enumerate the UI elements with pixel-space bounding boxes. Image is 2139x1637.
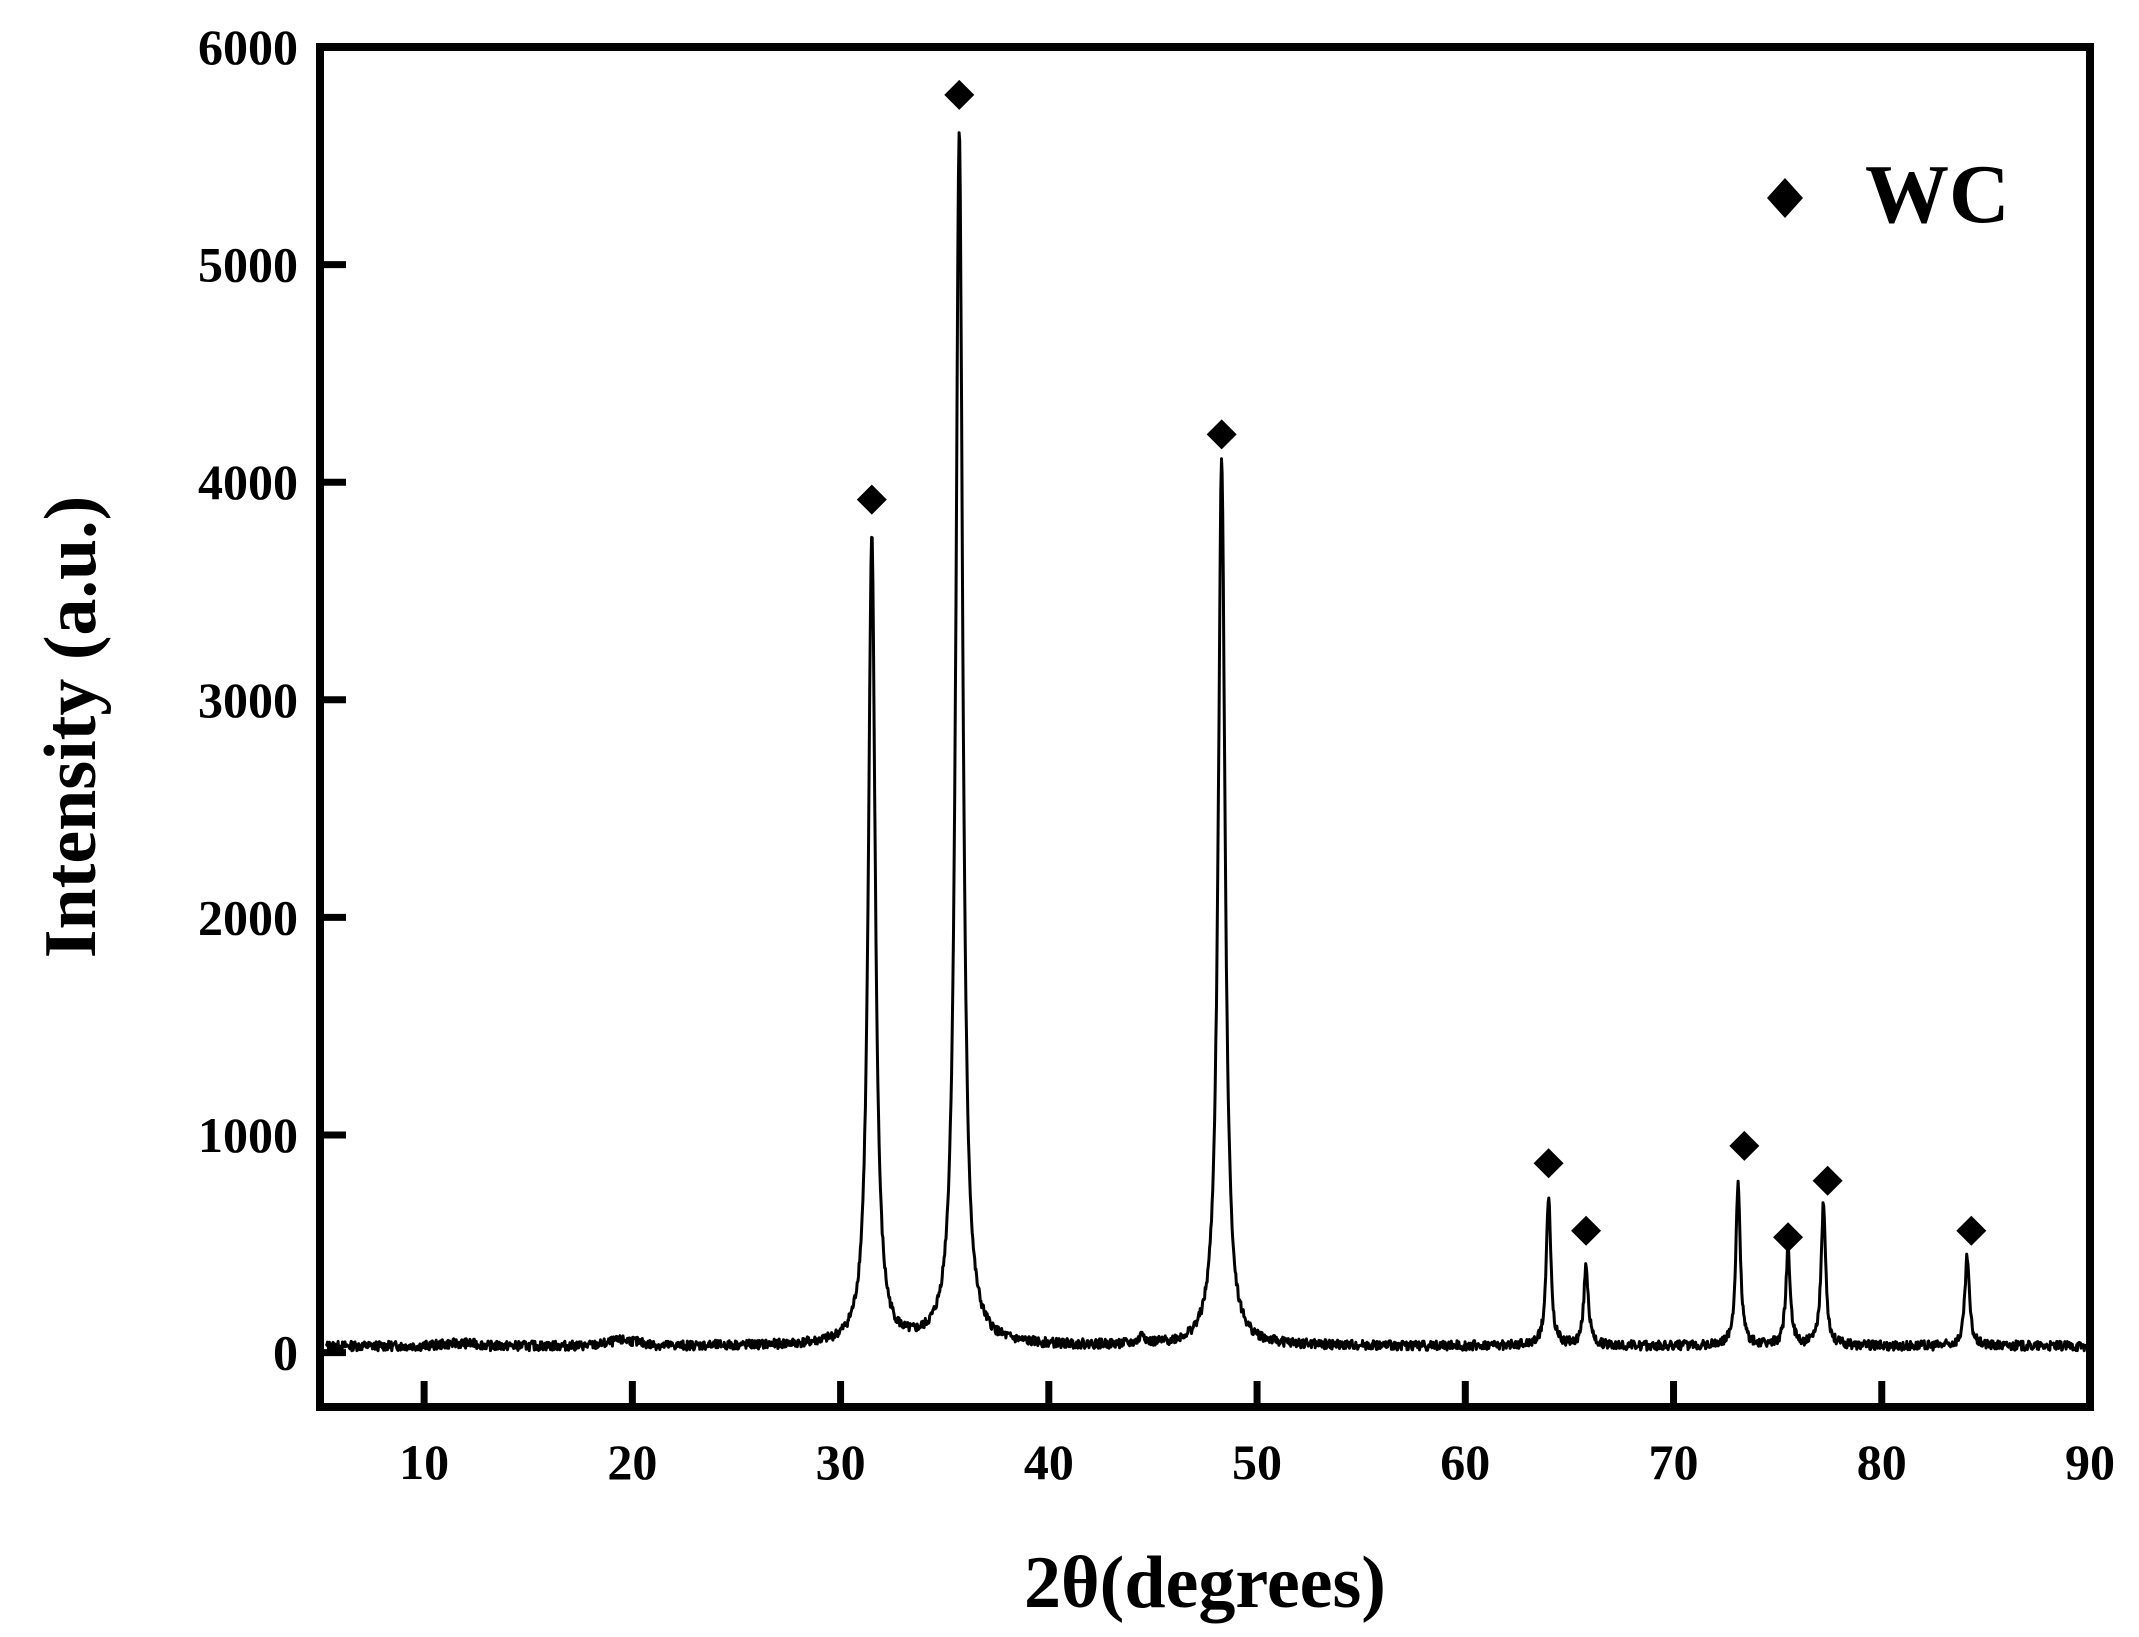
wc-peak-marker xyxy=(1533,1148,1564,1179)
legend-diamond-marker xyxy=(1767,178,1803,218)
xrd-line-series xyxy=(324,131,2087,1353)
wc-peak-marker xyxy=(1206,419,1237,450)
plot-frame xyxy=(316,43,2094,1411)
wc-peak-marker xyxy=(856,484,887,515)
y-tick-label: 2000 xyxy=(198,889,298,945)
y-tick-label: 5000 xyxy=(198,237,298,293)
y-tick-label: 6000 xyxy=(198,19,298,75)
x-tick-label: 80 xyxy=(1857,1434,1907,1490)
y-axis-ticks: 0 1000 2000 3000 4000 5000 6000 xyxy=(198,19,346,1381)
y-tick-label: 0 xyxy=(273,1325,298,1381)
y-tick-label: 1000 xyxy=(198,1107,298,1163)
wc-peak-marker xyxy=(944,79,975,110)
y-tick-label: 3000 xyxy=(198,672,298,728)
x-tick-label: 30 xyxy=(816,1434,866,1490)
legend-label: WC xyxy=(1865,148,2010,241)
x-tick-label: 70 xyxy=(1649,1434,1699,1490)
y-axis-title: Intensity (a.u.) xyxy=(30,496,112,959)
x-axis-ticks: 10 20 30 40 50 60 70 80 90 xyxy=(399,1381,2115,1490)
x-tick-label: 60 xyxy=(1440,1434,1490,1490)
plot-area xyxy=(324,79,2087,1353)
legend: WC xyxy=(1767,148,2010,241)
y-tick-label: 4000 xyxy=(198,454,298,510)
x-axis-title: 2θ(degrees) xyxy=(1024,1542,1386,1624)
wc-peak-marker xyxy=(1773,1222,1804,1253)
wc-peak-marker xyxy=(1812,1165,1843,1196)
wc-peak-marker xyxy=(1729,1130,1760,1161)
x-tick-label: 40 xyxy=(1024,1434,1074,1490)
x-tick-label: 50 xyxy=(1232,1434,1282,1490)
wc-peak-marker xyxy=(1571,1215,1602,1246)
wc-peak-marker xyxy=(1956,1215,1987,1246)
x-tick-label: 90 xyxy=(2065,1434,2115,1490)
x-tick-label: 10 xyxy=(399,1434,449,1490)
x-tick-label: 20 xyxy=(607,1434,657,1490)
